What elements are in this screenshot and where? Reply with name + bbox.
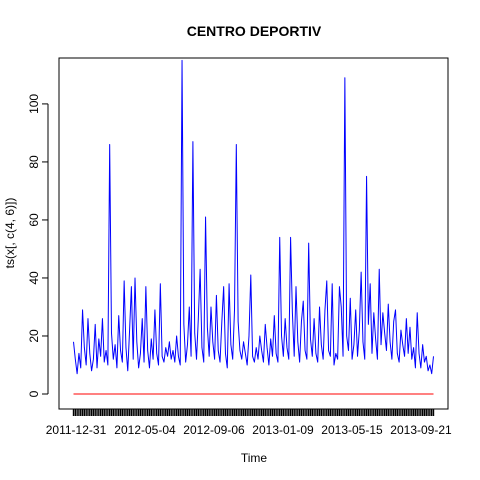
y-tick-label: 100	[27, 94, 41, 114]
x-tick-label: 2013-09-21	[390, 423, 452, 437]
x-tick-label: 2013-05-15	[321, 423, 383, 437]
chart-title: CENTRO DEPORTIV	[187, 23, 322, 39]
x-tick-label: 2012-09-06	[183, 423, 245, 437]
x-tick-label: 2012-05-04	[114, 423, 176, 437]
y-axis-label: ts(x[, c(4, 6)])	[3, 198, 17, 269]
x-axis-label: Time	[241, 451, 268, 465]
x-tick-label: 2011-12-31	[46, 423, 107, 437]
y-tick-label: 0	[27, 390, 41, 397]
plot-layer	[73, 59, 434, 395]
y-tick-label: 20	[27, 329, 41, 343]
series-line-1	[73, 59, 434, 375]
x-tick-label: 2013-01-09	[252, 423, 314, 437]
y-axis: 0 20 40 60 80 100	[27, 94, 49, 397]
y-tick-label: 60	[27, 213, 41, 227]
x-axis: 2011-12-31 2012-05-04 2012-09-06 2013-01-09…	[46, 408, 452, 437]
y-tick-label: 80	[27, 155, 41, 169]
y-tick-label: 40	[27, 271, 41, 285]
